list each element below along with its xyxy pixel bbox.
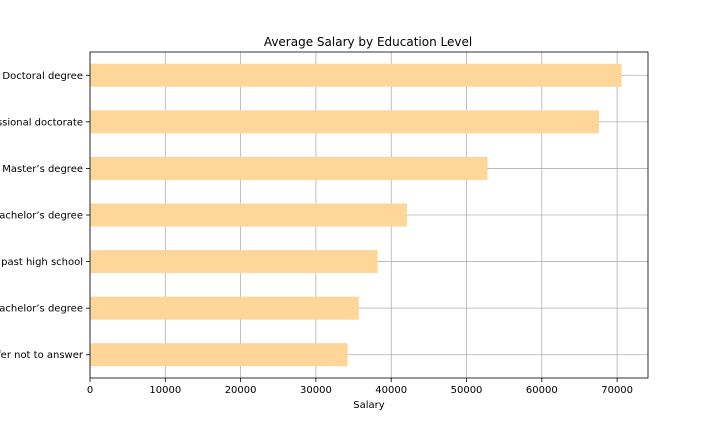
- x-tick-label: 20000: [225, 385, 257, 396]
- x-tick-label: 70000: [601, 385, 633, 396]
- y-tick-label: achelor’s degree: [0, 211, 83, 222]
- bar: [90, 203, 408, 227]
- x-tick-label: 40000: [375, 385, 407, 396]
- x-tick-label: 10000: [149, 385, 181, 396]
- bar: [90, 156, 488, 180]
- bars: [90, 63, 622, 367]
- x-tick-label: 60000: [526, 385, 558, 396]
- bar: [90, 296, 359, 320]
- chart-title: Average Salary by Education Level: [264, 35, 472, 49]
- x-tick-label: 30000: [300, 385, 332, 396]
- y-axis-ticks: Doctoral degree ssional doctorate Master’s…: [0, 71, 90, 361]
- y-tick-label: Master’s degree: [2, 164, 83, 175]
- bar: [90, 110, 600, 134]
- bar: [90, 343, 348, 367]
- x-tick-label: 50000: [451, 385, 483, 396]
- x-tick-label: 0: [87, 385, 93, 396]
- y-tick-label: ssional doctorate: [0, 117, 83, 128]
- y-tick-label: Doctoral degree: [2, 71, 83, 82]
- plot-frame: [89, 51, 649, 379]
- x-axis-ticks: 0 10000 20000 30000 40000 50000 60000 70000: [87, 378, 633, 396]
- x-axis-label: Salary: [353, 400, 384, 411]
- bar: [90, 63, 622, 87]
- y-tick-label: fer not to answer: [0, 350, 84, 361]
- y-tick-label: past high school: [1, 257, 83, 268]
- bar: [90, 250, 378, 274]
- y-tick-label: achelor’s degree: [0, 304, 83, 315]
